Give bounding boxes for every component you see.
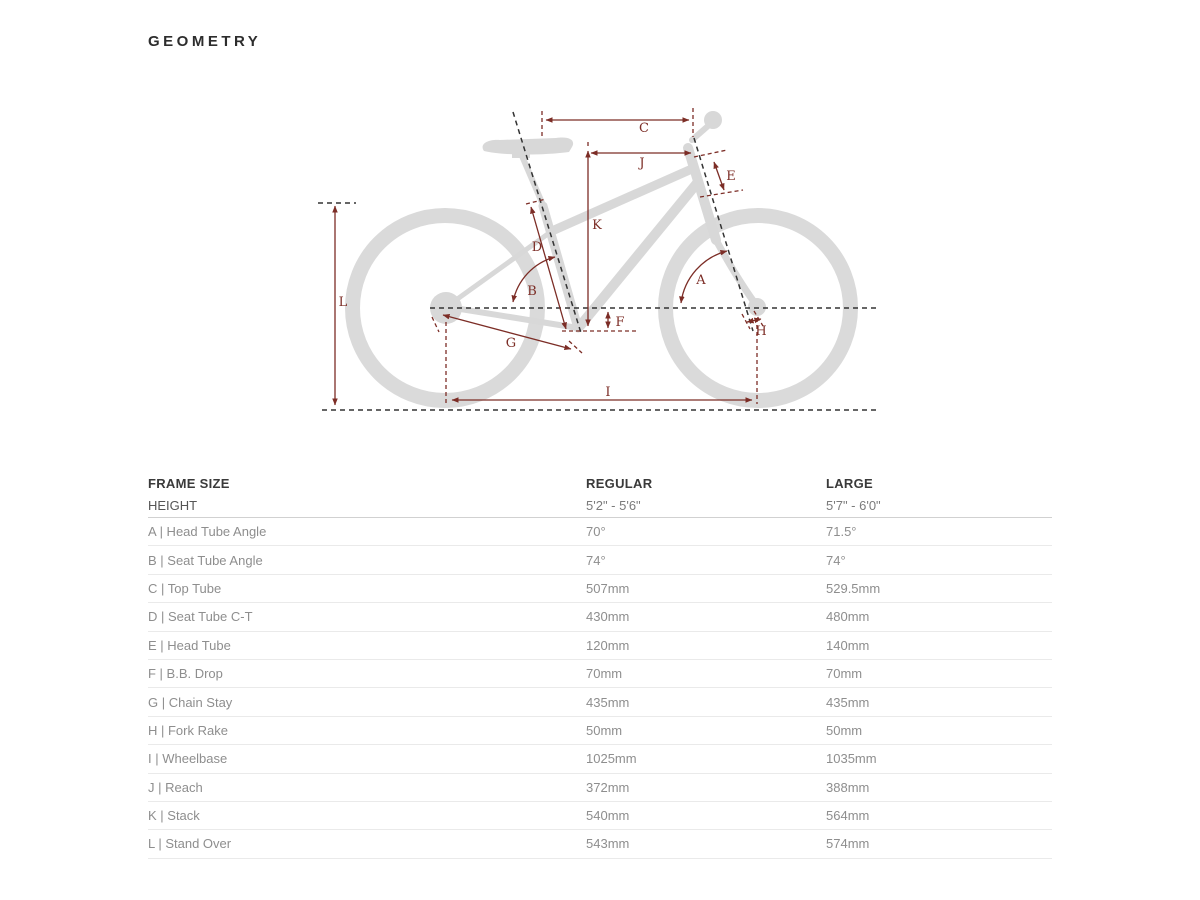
dimension-label-k: K	[592, 218, 602, 233]
dimension-label-h: H	[755, 324, 766, 339]
large-value: 435mm	[826, 694, 870, 710]
head-tube-measure	[713, 161, 725, 191]
row-label: F | B.B. Drop	[148, 666, 223, 682]
row-label: D | Seat Tube C-T	[148, 609, 253, 625]
regular-value: 74°	[586, 552, 606, 568]
saddle-clamp	[512, 148, 530, 158]
rear-wheel	[345, 208, 545, 408]
saddle	[482, 137, 574, 155]
handlebar-grip	[704, 111, 722, 129]
large-value: 70mm	[826, 666, 863, 682]
bike-frame	[445, 111, 761, 333]
regular-value: 540mm	[586, 808, 630, 824]
table-row: H | Fork Rake 50mm 50mm	[148, 717, 1052, 746]
reference-lines	[318, 111, 878, 411]
dimension-label-j: J	[637, 156, 644, 171]
large-value: 74°	[826, 552, 846, 568]
row-label: H | Fork Rake	[148, 722, 228, 738]
large-value: 480mm	[826, 609, 870, 625]
column-header-regular: REGULAR	[586, 476, 653, 491]
bike-diagram-svg: A B C D E F G H I J K L	[318, 108, 878, 411]
column-header-frame-size: FRAME SIZE	[148, 476, 230, 491]
table-row: D | Seat Tube C-T 430mm 480mm	[148, 603, 1052, 632]
geometry-table: FRAME SIZE REGULAR LARGE HEIGHT 5'2" - 5…	[148, 473, 1052, 859]
row-label: L | Stand Over	[148, 836, 232, 852]
regular-value: 120mm	[586, 637, 630, 653]
row-label: J | Reach	[148, 779, 203, 795]
seat-angle-arc	[511, 255, 556, 303]
large-value: 529.5mm	[826, 580, 881, 596]
row-label: A | Head Tube Angle	[148, 524, 267, 540]
large-value: 50mm	[826, 722, 863, 738]
table-header: FRAME SIZE REGULAR LARGE	[148, 473, 1052, 494]
steering-axis-line	[693, 137, 754, 332]
regular-value: 70°	[586, 524, 606, 540]
row-label: B | Seat Tube Angle	[148, 552, 263, 568]
row-label: G | Chain Stay	[148, 694, 233, 710]
column-header-large: LARGE	[826, 476, 873, 491]
dimension-label-d: D	[532, 240, 542, 255]
regular-value: 435mm	[586, 694, 630, 710]
table-row: I | Wheelbase 1025mm 1035mm	[148, 745, 1052, 774]
row-label: E | Head Tube	[148, 637, 231, 653]
table-row: A | Head Tube Angle 70° 71.5°	[148, 518, 1052, 547]
handlebar	[689, 123, 711, 143]
page-title: GEOMETRY	[148, 33, 262, 50]
head-angle-arc	[679, 249, 728, 304]
table-row: F | B.B. Drop 70mm 70mm	[148, 660, 1052, 689]
regular-value: 1025mm	[586, 751, 637, 767]
large-value: 388mm	[826, 779, 870, 795]
large-value: 71.5°	[826, 524, 857, 540]
regular-value: 543mm	[586, 836, 630, 852]
fork-rake-measure	[746, 317, 762, 324]
row-label: C | Top Tube	[148, 580, 222, 596]
large-value: 1035mm	[826, 751, 877, 767]
dimension-label-a: A	[695, 273, 706, 288]
fork	[712, 236, 761, 310]
row-label: K | Stack	[148, 808, 200, 824]
height-row: HEIGHT 5'2" - 5'6" 5'7" - 6'0"	[148, 494, 1052, 518]
height-large-value: 5'7" - 6'0"	[826, 498, 881, 513]
large-value: 574mm	[826, 836, 870, 852]
table-row: J | Reach 372mm 388mm	[148, 774, 1052, 802]
table-row: C | Top Tube 507mm 529.5mm	[148, 575, 1052, 604]
height-label: HEIGHT	[148, 498, 198, 513]
regular-value: 70mm	[586, 666, 623, 682]
regular-value: 507mm	[586, 580, 630, 596]
measurement-arrows	[332, 117, 762, 406]
dimension-label-l: L	[339, 295, 348, 310]
regular-value: 372mm	[586, 779, 630, 795]
table-row: B | Seat Tube Angle 74° 74°	[148, 546, 1052, 575]
bike-geometry-diagram: A B C D E F G H I J K L	[300, 85, 900, 430]
regular-value: 430mm	[586, 609, 630, 625]
table-row: E | Head Tube 120mm 140mm	[148, 632, 1052, 660]
dimension-label-i: I	[605, 385, 610, 400]
table-row: L | Stand Over 543mm 574mm	[148, 830, 1052, 859]
dimension-label-f: F	[615, 315, 624, 330]
row-label: I | Wheelbase	[148, 751, 228, 767]
regular-value: 50mm	[586, 722, 623, 738]
large-value: 564mm	[826, 808, 870, 824]
dimension-label-b: B	[527, 284, 537, 299]
dimension-label-e: E	[726, 169, 736, 184]
table-row: G | Chain Stay 435mm 435mm	[148, 688, 1052, 717]
table-row: K | Stack 540mm 564mm	[148, 802, 1052, 831]
chain-stay-measure	[442, 313, 572, 351]
large-value: 140mm	[826, 637, 870, 653]
dimension-label-c: C	[639, 121, 649, 136]
height-regular-value: 5'2" - 5'6"	[586, 498, 641, 513]
seat-tube-axis-line	[512, 111, 582, 334]
dimension-labels: A B C D E F G H I J K L	[339, 121, 767, 400]
dimension-label-g: G	[506, 336, 516, 351]
